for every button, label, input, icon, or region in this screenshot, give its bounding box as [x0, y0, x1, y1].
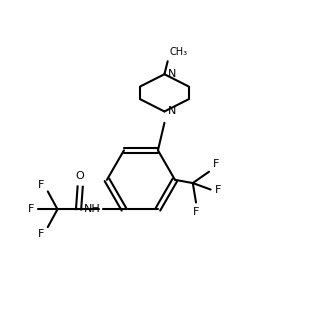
Text: NH: NH — [84, 204, 100, 214]
Text: F: F — [214, 185, 221, 194]
Text: F: F — [213, 159, 219, 169]
Text: F: F — [38, 229, 44, 239]
Text: N: N — [168, 69, 176, 79]
Text: F: F — [193, 207, 199, 217]
Text: F: F — [38, 180, 44, 190]
Text: N: N — [168, 107, 176, 116]
Text: CH₃: CH₃ — [169, 47, 187, 57]
Text: F: F — [28, 204, 34, 214]
Text: O: O — [76, 171, 85, 181]
